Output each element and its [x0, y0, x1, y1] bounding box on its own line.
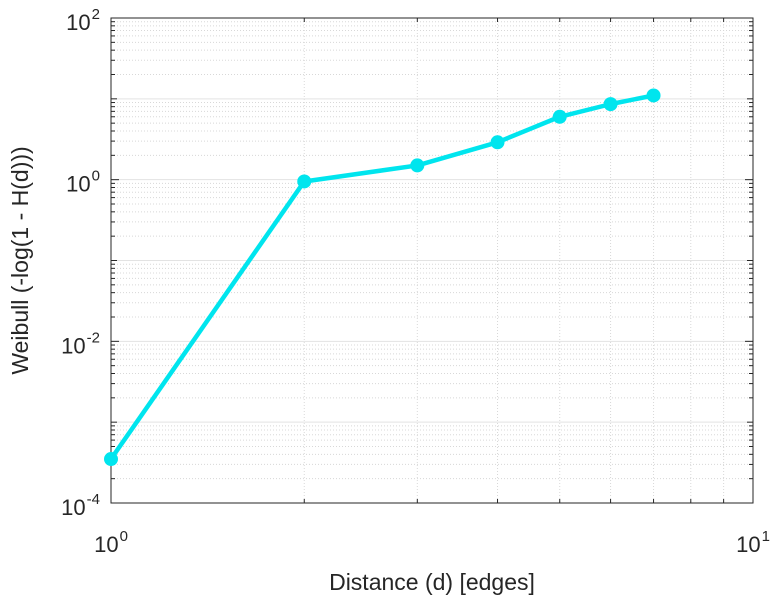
data-point — [552, 109, 567, 124]
tick-base: 10 — [94, 532, 118, 557]
data-point — [490, 135, 505, 150]
tick-exponent: -2 — [87, 329, 100, 346]
tick-exponent: -4 — [87, 491, 100, 508]
tick-exponent: 0 — [92, 168, 100, 185]
y-tick-label: 10 2 — [66, 6, 100, 35]
data-point — [297, 174, 312, 189]
x-tick-labels: 10 0 10 1 — [94, 528, 770, 557]
data-point — [410, 158, 425, 173]
tick-exponent: 2 — [92, 6, 100, 23]
y-tick-label: 10 -2 — [61, 329, 100, 358]
grid — [110, 18, 753, 504]
x-axis-label: Distance (d) [edges] — [329, 569, 535, 595]
axis-ticks — [110, 18, 753, 504]
y-axis-label: Weibull (-log(1 - H(d))) — [7, 146, 33, 374]
tick-base: 10 — [66, 172, 90, 197]
y-tick-label: 10 -4 — [61, 491, 100, 520]
tick-exponent: 0 — [120, 528, 128, 545]
series-line — [108, 93, 656, 462]
tick-base: 10 — [66, 10, 90, 35]
tick-exponent: 1 — [762, 528, 770, 545]
data-point — [646, 88, 661, 103]
x-tick-label: 10 0 — [94, 528, 128, 557]
y-tick-label: 10 0 — [66, 168, 100, 197]
tick-base: 10 — [61, 333, 85, 358]
tick-base: 10 — [736, 532, 760, 557]
series-layer — [104, 88, 661, 467]
data-point — [104, 452, 118, 467]
tick-base: 10 — [61, 495, 85, 520]
data-point — [603, 97, 618, 112]
x-tick-label: 10 1 — [736, 528, 770, 557]
